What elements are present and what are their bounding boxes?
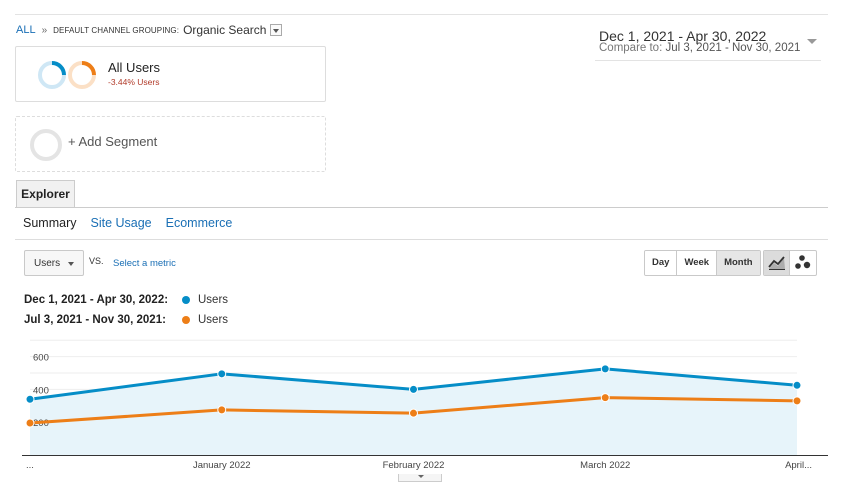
legend-series-name: Users bbox=[198, 294, 229, 306]
legend-dot bbox=[182, 316, 190, 324]
chart-legend: Dec 1, 2021 - Apr 30, 2022: Users Jul 3,… bbox=[24, 290, 228, 330]
x-tick-label: ... bbox=[26, 460, 34, 471]
granularity-week-button[interactable]: Week bbox=[677, 251, 718, 275]
granularity-month-button[interactable]: Month bbox=[717, 251, 760, 275]
breadcrumb-dimension: DEFAULT CHANNEL GROUPING: bbox=[53, 25, 180, 35]
data-point bbox=[792, 396, 802, 406]
subtab-summary[interactable]: Summary bbox=[23, 216, 77, 230]
data-point bbox=[25, 418, 35, 428]
compare-value: Jul 3, 2021 - Nov 30, 2021 bbox=[665, 42, 801, 54]
y-tick-label: 400 bbox=[33, 385, 49, 396]
add-segment-label: + Add Segment bbox=[68, 134, 158, 149]
compare-label: Compare to: bbox=[599, 42, 663, 54]
data-point bbox=[600, 364, 610, 374]
x-tick-label: February 2022 bbox=[383, 460, 445, 471]
segment-card-all-users[interactable]: All Users -3.44% Users bbox=[15, 46, 326, 102]
breadcrumb-value: Organic Search bbox=[183, 23, 267, 37]
granularity-day-button[interactable]: Day bbox=[645, 251, 678, 275]
breadcrumb: ALL » DEFAULT CHANNEL GROUPING: Organic … bbox=[16, 23, 283, 37]
y-tick-label: 600 bbox=[33, 353, 49, 364]
chevron-down-icon bbox=[68, 262, 74, 266]
breadcrumb-separator: » bbox=[41, 24, 48, 36]
data-point bbox=[25, 394, 35, 404]
legend-range: Jul 3, 2021 - Nov 30, 2021: bbox=[24, 314, 166, 326]
legend-row-current: Dec 1, 2021 - Apr 30, 2022: Users bbox=[24, 290, 228, 310]
subtab-site-usage[interactable]: Site Usage bbox=[90, 216, 152, 230]
metric-select-label: Users bbox=[34, 258, 61, 269]
tab-divider bbox=[15, 207, 828, 208]
tab-explorer[interactable]: Explorer bbox=[16, 180, 75, 208]
line-chart-icon bbox=[768, 256, 785, 270]
legend-dot bbox=[182, 296, 190, 304]
data-point bbox=[217, 405, 227, 415]
legend-series-name: Users bbox=[198, 314, 229, 326]
top-divider bbox=[15, 14, 828, 15]
chart-view-toggle bbox=[763, 250, 817, 276]
chart-expand-handle[interactable] bbox=[398, 474, 442, 482]
select-metric-link[interactable]: Select a metric bbox=[113, 258, 176, 269]
segment-change: -3.44% Users bbox=[108, 77, 160, 87]
x-tick-label: January 2022 bbox=[193, 460, 251, 471]
data-point bbox=[600, 393, 610, 403]
breadcrumb-all-link[interactable]: ALL bbox=[16, 24, 36, 36]
bubble-chart-icon bbox=[795, 255, 811, 269]
date-range-main: Dec 1, 2021 - Apr 30, 2022 bbox=[599, 28, 767, 44]
legend-row-compare: Jul 3, 2021 - Nov 30, 2021: Users bbox=[24, 310, 228, 330]
data-point bbox=[409, 408, 418, 418]
date-range-picker[interactable]: Dec 1, 2021 - Apr 30, 2022 Compare to: J… bbox=[595, 26, 821, 61]
data-point bbox=[792, 380, 802, 390]
motion-chart-button[interactable] bbox=[790, 251, 816, 275]
chevron-down-icon[interactable] bbox=[270, 24, 283, 36]
data-point bbox=[409, 384, 418, 394]
legend-range: Dec 1, 2021 - Apr 30, 2022: bbox=[24, 294, 169, 306]
empty-ring-icon bbox=[30, 129, 62, 161]
x-tick-label: April... bbox=[785, 460, 812, 471]
subtab-divider bbox=[15, 239, 828, 240]
subtab-ecommerce[interactable]: Ecommerce bbox=[165, 216, 233, 230]
granularity-toggle: Day Week Month bbox=[644, 250, 761, 276]
metric-select[interactable]: Users bbox=[24, 250, 84, 276]
vs-label: VS. bbox=[89, 256, 104, 266]
chevron-down-icon[interactable] bbox=[807, 39, 817, 44]
add-segment-card[interactable]: + Add Segment bbox=[15, 116, 326, 172]
line-chart-button[interactable] bbox=[764, 251, 790, 275]
segment-title: All Users bbox=[108, 60, 161, 75]
data-point bbox=[217, 369, 227, 379]
segment-rings-icon bbox=[38, 61, 96, 89]
report-subtabs: Summary Site Usage Ecommerce bbox=[23, 216, 232, 230]
date-range-compare: Compare to: Jul 3, 2021 - Nov 30, 2021 bbox=[599, 42, 800, 54]
x-tick-label: March 2022 bbox=[580, 460, 630, 471]
